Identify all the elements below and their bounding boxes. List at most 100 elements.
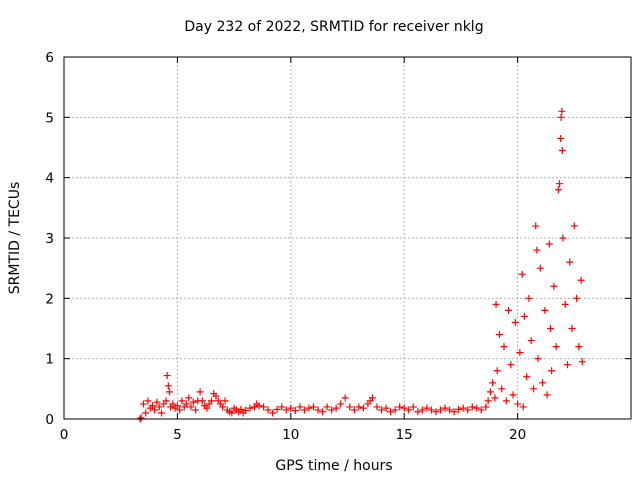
data-point [192, 406, 200, 414]
data-point [427, 406, 435, 414]
data-point [182, 400, 190, 408]
data-point [203, 404, 211, 412]
data-point [164, 382, 172, 390]
data-point [482, 403, 490, 411]
data-point [575, 343, 583, 351]
data-point [414, 408, 422, 416]
data-point [241, 407, 249, 415]
data-point [264, 406, 272, 414]
y-tick-labels: 0 1 2 3 4 5 6 [45, 50, 54, 428]
data-point [533, 246, 541, 254]
data-point [578, 358, 586, 366]
data-point [556, 180, 564, 188]
data-point [468, 403, 476, 411]
data-point [539, 379, 547, 387]
axis-ticks [63, 56, 632, 420]
data-point [514, 400, 522, 408]
data-point [493, 367, 501, 375]
data-point [269, 409, 277, 417]
data-point [198, 397, 206, 405]
data-point [559, 234, 567, 242]
data-point [328, 406, 336, 414]
y-axis-title: SRMTID / TECUs [7, 182, 23, 295]
data-point [391, 406, 399, 414]
data-point [546, 325, 554, 332]
data-point [418, 406, 426, 414]
data-point [162, 397, 170, 405]
x-axis-title: GPS time / hours [275, 458, 392, 474]
data-point [332, 404, 340, 412]
data-point [148, 402, 156, 410]
data-point [446, 406, 454, 414]
data-point [441, 404, 449, 412]
data-point [423, 404, 431, 412]
data-point [498, 385, 506, 393]
data-point [278, 403, 286, 411]
x-tick-label: 5 [173, 427, 182, 443]
data-point [511, 318, 519, 326]
data-point [534, 355, 542, 363]
data-point [577, 276, 585, 284]
y-tick-label: 1 [45, 352, 54, 368]
data-point [296, 403, 304, 411]
data-point [573, 294, 581, 302]
data-point [516, 349, 524, 357]
data-point [137, 414, 145, 422]
data-point [459, 404, 467, 412]
data-point [523, 373, 531, 381]
data-point [405, 406, 413, 414]
data-point [570, 222, 578, 230]
data-point [450, 408, 458, 416]
data-point [300, 406, 308, 414]
data-point [346, 403, 354, 411]
data-points [136, 107, 586, 423]
data-point [212, 392, 220, 400]
data-point [566, 258, 574, 266]
data-point [473, 404, 481, 412]
data-point [323, 403, 331, 411]
data-point [176, 406, 184, 414]
data-point [319, 408, 327, 416]
y-tick-label: 4 [45, 171, 54, 187]
data-point [492, 300, 500, 308]
data-point [153, 398, 161, 406]
data-point [207, 397, 215, 405]
data-point [520, 312, 528, 320]
data-point [519, 403, 527, 411]
data-point [568, 325, 576, 332]
data-point [221, 397, 229, 405]
y-tick-label: 3 [45, 231, 54, 247]
y-tick-label: 6 [45, 50, 54, 66]
data-point [500, 343, 508, 351]
data-point [341, 394, 349, 402]
data-point [337, 400, 345, 408]
data-point [378, 406, 386, 414]
data-point [282, 406, 290, 414]
data-point [151, 406, 159, 414]
data-point [169, 400, 177, 408]
data-point [165, 388, 173, 396]
data-point [228, 409, 236, 417]
x-tick-label: 15 [396, 427, 413, 443]
data-point [273, 405, 281, 413]
data-point [409, 403, 417, 411]
data-point [309, 403, 317, 411]
data-point [557, 134, 565, 142]
data-point [155, 403, 163, 411]
data-point [536, 264, 544, 272]
data-point [368, 394, 376, 402]
data-point [219, 403, 227, 411]
data-point [189, 398, 197, 406]
data-point [554, 186, 562, 194]
data-point [550, 282, 558, 290]
data-point [486, 388, 494, 396]
x-tick-label: 0 [60, 427, 69, 443]
data-point [527, 337, 535, 345]
data-point [237, 405, 245, 413]
data-point [505, 306, 513, 314]
data-point [178, 397, 186, 405]
y-tick-label: 5 [45, 110, 54, 126]
data-point [502, 397, 510, 405]
data-point [291, 407, 299, 415]
